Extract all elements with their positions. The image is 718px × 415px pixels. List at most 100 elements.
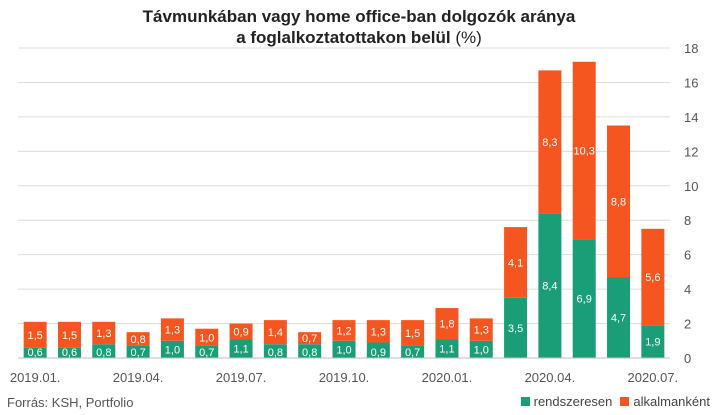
bar-segment-alkalmankent: [641, 228, 665, 326]
bar-segment-rendszeresen: [298, 344, 322, 358]
bar-segment-rendszeresen: [160, 340, 184, 358]
bar-segment-rendszeresen: [263, 344, 287, 358]
legend-swatch-rendszeresen: [520, 397, 530, 406]
chart-title-unit: (%): [455, 28, 482, 47]
data-label: 0,6: [28, 347, 43, 359]
bar-segment-rendszeresen: [538, 213, 562, 358]
bar-segment-alkalmankent: [572, 61, 596, 240]
data-label: 0,8: [130, 334, 145, 346]
bar-segment-rendszeresen: [469, 340, 493, 358]
bar-segment-alkalmankent: [160, 318, 184, 341]
data-label: 3,5: [508, 323, 523, 335]
legend-swatch-alkalmankent: [620, 397, 630, 406]
chart-title-line-1: Távmunkában vagy home office-ban dolgozó…: [142, 7, 576, 26]
data-label: 1,0: [165, 344, 180, 356]
data-label: 6,9: [577, 294, 592, 306]
data-label: 0,7: [199, 347, 214, 359]
bar-segment-rendszeresen: [366, 342, 390, 358]
bar-segment-rendszeresen: [92, 344, 116, 358]
x-tick-label: 2019.10.: [319, 370, 370, 385]
bar-segment-rendszeresen: [332, 340, 356, 358]
y-tick-label: 16: [684, 75, 698, 90]
data-label: 0,7: [130, 347, 145, 359]
data-label: 0,8: [268, 347, 283, 359]
bar-segment-rendszeresen: [641, 325, 665, 358]
data-label: 8,8: [611, 196, 626, 208]
data-label: 1,0: [199, 332, 214, 344]
y-tick-label: 12: [684, 144, 698, 159]
bar-segment-alkalmankent: [92, 321, 116, 345]
y-tick-label: 10: [684, 179, 698, 194]
x-tick-label: 2019.07.: [216, 370, 267, 385]
data-label: 0,6: [62, 347, 77, 359]
bar-segment-rendszeresen: [195, 345, 219, 358]
data-label: 1,2: [336, 325, 351, 337]
bar-segment-rendszeresen: [504, 297, 528, 358]
x-tick-label: 2019.01.: [10, 370, 61, 385]
source-note: Forrás: KSH, Portfolio: [7, 395, 134, 410]
legend-item-rendszeresen: rendszeresen: [520, 394, 613, 409]
data-label: 1,1: [233, 344, 248, 356]
bar-segment-rendszeresen: [57, 347, 81, 358]
data-label: 5,6: [645, 272, 660, 284]
legend-item-alkalmankent: alkalmanként: [620, 394, 710, 409]
data-label: 0,9: [371, 347, 386, 359]
x-tick-label: 2019.04.: [113, 370, 164, 385]
chart-title-line-2: a foglalkoztatottakon belül (%): [0, 27, 718, 48]
y-tick-label: 6: [684, 248, 691, 263]
bar-segment-alkalmankent: [298, 332, 322, 345]
x-tick-label: 2020.07.: [628, 370, 679, 385]
bar-segment-alkalmankent: [263, 320, 287, 345]
bar-segment-alkalmankent: [57, 321, 81, 348]
data-label: 0,8: [96, 347, 111, 359]
data-label: 1,4: [268, 327, 283, 339]
bar-segment-alkalmankent: [229, 323, 253, 340]
bar-segment-alkalmankent: [366, 320, 390, 343]
bar-segment-alkalmankent: [538, 70, 562, 214]
bar-segment-alkalmankent: [504, 227, 528, 298]
data-label: 0,7: [405, 347, 420, 359]
data-label: 1,3: [371, 326, 386, 338]
bar-segment-alkalmankent: [195, 328, 219, 346]
data-label: 1,1: [439, 344, 454, 356]
data-label: 1,3: [474, 325, 489, 337]
bar-segment-rendszeresen: [435, 339, 459, 358]
y-tick-label: 14: [684, 110, 698, 125]
legend-label-alkalmankent: alkalmanként: [633, 394, 710, 409]
data-label: 0,9: [233, 326, 248, 338]
data-label: 1,0: [336, 344, 351, 356]
data-label: 1,3: [96, 328, 111, 340]
chart-title-text: a foglalkoztatottakon belül: [236, 28, 451, 47]
chart-legend: rendszeresen alkalmanként: [513, 394, 710, 409]
bar-segment-rendszeresen: [126, 345, 150, 358]
data-label: 10,3: [573, 145, 594, 157]
data-label: 1,3: [165, 325, 180, 337]
x-tick-label: 2020.01.: [422, 370, 473, 385]
bar-segment-alkalmankent: [469, 318, 493, 341]
chart-title: Távmunkában vagy home office-ban dolgozó…: [0, 6, 718, 48]
data-label: 0,8: [302, 347, 317, 359]
y-tick-label: 2: [684, 317, 691, 332]
bar-segment-rendszeresen: [401, 345, 425, 358]
data-label: 1,5: [28, 330, 43, 342]
bar-segment-rendszeresen: [23, 347, 47, 358]
legend-label-rendszeresen: rendszeresen: [533, 394, 613, 409]
bar-segment-rendszeresen: [607, 277, 631, 358]
data-label: 1,8: [439, 319, 454, 331]
data-label: 8,3: [542, 137, 557, 149]
data-label: 1,5: [405, 328, 420, 340]
bar-segment-rendszeresen: [229, 339, 253, 358]
x-tick-label: 2020.04.: [525, 370, 576, 385]
y-tick-label: 0: [684, 351, 691, 366]
data-label: 8,4: [542, 281, 557, 293]
y-tick-label: 18: [684, 41, 698, 56]
data-label: 4,7: [611, 313, 626, 325]
bar-segment-rendszeresen: [572, 239, 596, 358]
bar-segment-alkalmankent: [401, 320, 425, 346]
bar-segment-alkalmankent: [435, 308, 459, 340]
bar-segment-alkalmankent: [607, 125, 631, 278]
data-label: 4,1: [508, 257, 523, 269]
y-tick-label: 4: [684, 282, 691, 297]
data-label: 0,7: [302, 333, 317, 345]
